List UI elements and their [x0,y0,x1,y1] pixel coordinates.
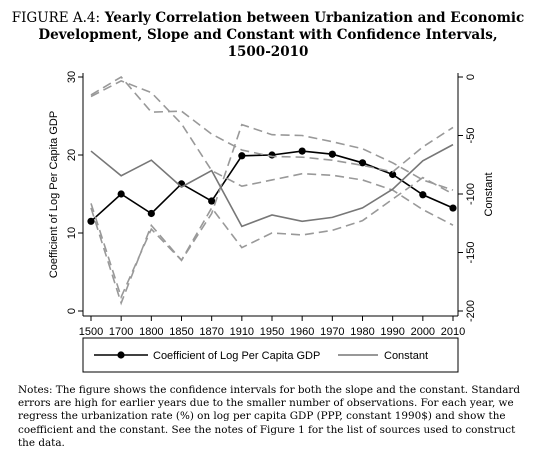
y-tick-label-right: 0 [465,74,477,80]
y-tick-label-left: 30 [66,71,78,83]
series-line-coefficient [90,150,454,222]
x-tick-label: 2010 [441,326,465,338]
legend-label-constant: Constant [384,350,428,362]
data-point [389,170,397,179]
x-tick-label: 1500 [79,326,103,338]
series-line-constant [90,143,454,228]
figure-title: FIGURE A.4: Yearly Correlation between U… [0,10,536,61]
y-tick-label-left: 0 [66,308,78,314]
y-axis-title: Coefficient of Log Per Capita GDP [48,111,60,278]
y-tick-label-right: -150 [465,241,477,263]
data-point [449,204,457,212]
data-point [419,191,427,199]
y-tick-label-left: 10 [66,227,78,239]
x-tick-label: 1960 [290,326,314,338]
data-point [147,209,155,218]
y-tick-label-right: -50 [465,128,477,144]
figure-title-line-1: Yearly Correlation between Urbanization … [104,10,525,26]
data-point [208,197,216,205]
figure-label: FIGURE A.4: [11,10,101,26]
figure-title-line-2: Development, Slope and Constant with Con… [38,27,498,43]
ci-line-right-ci-upper [90,75,454,173]
x-tick-label: 2000 [411,326,435,338]
x-tick-label: 1950 [260,326,284,338]
legend-marker-coefficient [117,351,125,359]
x-tick-label: 1870 [199,326,223,338]
data-point [238,152,246,160]
data-point [117,190,125,198]
data-point [358,159,367,167]
figure-notes: Notes: The figure shows the confidence i… [18,384,521,449]
data-point [298,147,306,155]
data-point [268,151,276,159]
x-tick-label: 1980 [350,326,374,338]
x-tick-label: 1800 [139,326,163,338]
figure-title-line-3: 1500-2010 [227,44,309,60]
x-tick-label: 1910 [230,326,254,338]
x-tick-label: 1990 [380,326,404,338]
legend-label-coefficient: Coefficient of Log Per Capita GDP [153,350,320,362]
y2-axis-title: Constant [483,172,495,216]
data-point [87,217,95,225]
ci-line-left-ci-lower [90,123,454,300]
x-tick-label: 1850 [169,326,193,338]
data-point [328,150,336,158]
ci-line-right-ci-lower [90,176,454,306]
x-tick-label: 1970 [320,326,344,338]
x-tick-label: 1700 [109,326,133,338]
y-tick-label-right: -200 [465,300,477,322]
y-tick-label-right: -100 [465,183,477,205]
y-tick-label-left: 20 [66,149,78,161]
